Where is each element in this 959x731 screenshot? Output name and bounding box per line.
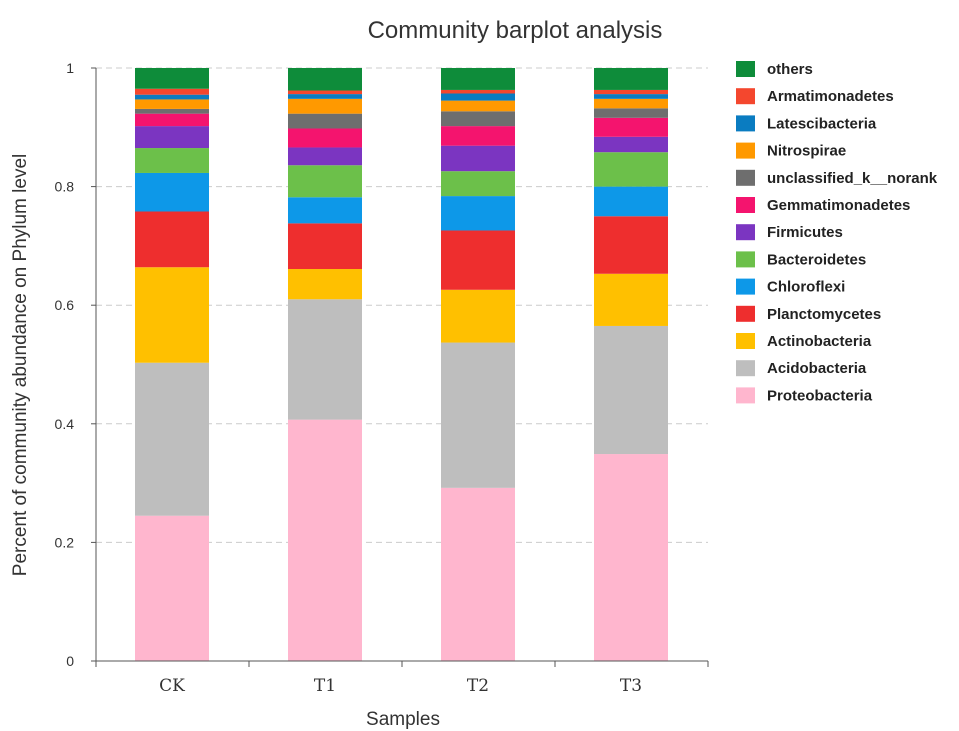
legend-swatch	[736, 333, 755, 349]
bar-segment	[441, 145, 515, 172]
bar-segment	[594, 216, 668, 274]
bar-segment	[135, 211, 209, 268]
bar-segment	[135, 99, 209, 109]
legend-swatch	[736, 387, 755, 404]
legend-label: Latescibacteria	[767, 115, 877, 132]
x-axis-label: Samples	[366, 709, 440, 730]
bar-segment	[441, 126, 515, 146]
legend-swatch	[736, 360, 755, 377]
bar-segment	[594, 68, 668, 90]
legend-swatch	[736, 197, 755, 213]
legend-swatch	[736, 115, 755, 132]
legend-label: Chloroflexi	[767, 279, 845, 296]
bar-segment	[594, 325, 668, 455]
legend-label: Planctomycetes	[767, 306, 881, 323]
bar-segment	[288, 419, 362, 661]
legend-label: Acidobacteria	[767, 360, 867, 377]
bar-stacks	[135, 68, 668, 661]
legend-swatch	[736, 88, 755, 105]
x-tick-label: CK	[159, 676, 185, 696]
bar-segment	[288, 147, 362, 166]
legend-label: Armatimonadetes	[767, 88, 894, 105]
bar-segment	[135, 172, 209, 212]
bar-segment	[594, 454, 668, 661]
legend-label: Bacteroidetes	[767, 251, 866, 268]
bar-segment	[288, 223, 362, 270]
legend-label: Proteobacteria	[767, 387, 873, 404]
bar-segment	[288, 299, 362, 420]
legend-swatch	[736, 278, 755, 295]
bar-segment	[135, 88, 209, 95]
bar-segment	[441, 68, 515, 90]
legend-label: Actinobacteria	[767, 333, 872, 350]
bar-segment	[135, 113, 209, 127]
bar-segment	[441, 342, 515, 488]
legend-swatch	[736, 251, 755, 268]
bar-segment	[594, 98, 668, 109]
bar-segment	[135, 94, 209, 100]
bar-segment	[594, 186, 668, 217]
bar-segment	[594, 136, 668, 153]
y-tick-label: 0	[66, 653, 74, 669]
legend-swatch	[736, 224, 755, 241]
legend-swatch	[736, 169, 755, 186]
bar-segment	[288, 90, 362, 95]
bar-segment	[441, 100, 515, 112]
legend-swatch	[736, 142, 755, 159]
bar-segment	[288, 269, 362, 300]
bar-segment	[441, 89, 515, 94]
bar-segment	[288, 197, 362, 224]
y-tick-label: 0.6	[55, 297, 75, 313]
bar-segment	[594, 273, 668, 326]
bar-segment	[441, 93, 515, 101]
legend-label: Nitrospirae	[767, 143, 846, 160]
bar-segment	[594, 108, 668, 118]
bar-segment	[594, 152, 668, 187]
legend-label: Firmicutes	[767, 224, 843, 241]
bar-segment	[594, 89, 668, 95]
y-tick-label: 1	[66, 60, 74, 76]
y-axis-label: Percent of community abundance on Phylum…	[10, 154, 31, 576]
legend-label: unclassified_k__norank	[767, 170, 938, 187]
x-tick-label: T1	[314, 676, 336, 696]
axes	[91, 67, 709, 667]
y-tick-label: 0.4	[55, 416, 75, 432]
x-tick-label: T3	[620, 676, 642, 696]
bar-segment	[288, 165, 362, 198]
bar-segment	[135, 126, 209, 149]
bar-segment	[135, 267, 209, 363]
bar-segment	[441, 289, 515, 343]
bar-segment	[288, 113, 362, 129]
bar-segment	[441, 487, 515, 661]
chart-title: Community barplot analysis	[368, 17, 663, 44]
bar-segment	[594, 117, 668, 137]
bar-segment	[135, 108, 209, 114]
x-tick-label: T2	[467, 676, 489, 696]
legend: others Armatimonadetes Latescibacteria Nitr…	[736, 61, 938, 404]
bar-segment	[288, 94, 362, 99]
bar-segment	[288, 68, 362, 91]
bar-segment	[135, 362, 209, 516]
y-tick-label: 0.2	[55, 534, 75, 550]
legend-label: Gemmatimonadetes	[767, 197, 910, 214]
y-tick-labels: 0 0.2 0.4 0.6 0.8 1	[55, 60, 75, 669]
x-tick-labels: CK T1 T2 T3	[159, 676, 642, 696]
legend-swatch	[736, 61, 755, 77]
bar-segment	[441, 111, 515, 127]
bar-segment	[135, 515, 209, 661]
legend-swatch	[736, 305, 755, 322]
y-tick-label: 0.8	[55, 179, 75, 195]
legend-label: others	[767, 61, 813, 78]
bar-segment	[594, 94, 668, 99]
bar-segment	[135, 68, 209, 89]
bar-segment	[288, 128, 362, 148]
bar-segment	[441, 171, 515, 197]
bar-segment	[441, 196, 515, 231]
bar-segment	[288, 98, 362, 114]
bar-segment	[135, 148, 209, 173]
bar-segment	[441, 230, 515, 290]
